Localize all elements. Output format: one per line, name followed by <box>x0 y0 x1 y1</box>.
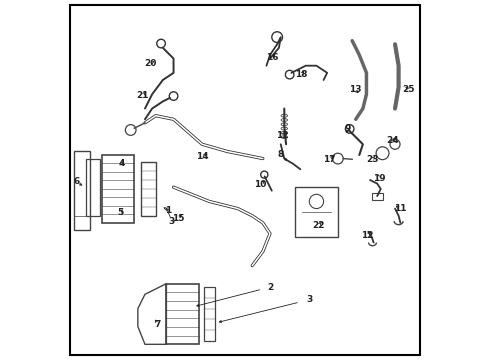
Text: 11: 11 <box>394 204 406 213</box>
Text: 1: 1 <box>165 206 172 215</box>
Text: 19: 19 <box>373 175 386 184</box>
Text: 5: 5 <box>117 208 123 217</box>
Bar <box>372 193 383 200</box>
Text: 18: 18 <box>295 70 307 79</box>
Text: 21: 21 <box>136 91 149 100</box>
Text: 12: 12 <box>276 131 289 140</box>
Text: 20: 20 <box>145 59 157 68</box>
Text: 15: 15 <box>172 214 184 223</box>
Text: 8: 8 <box>278 150 284 159</box>
Text: 7: 7 <box>154 320 161 329</box>
Text: 17: 17 <box>322 155 335 164</box>
Bar <box>86 158 100 216</box>
Bar <box>167 284 198 344</box>
Text: 24: 24 <box>387 136 399 145</box>
Text: 3: 3 <box>306 295 313 304</box>
Text: 2: 2 <box>267 283 273 292</box>
Bar <box>295 187 338 237</box>
Text: 22: 22 <box>312 221 325 230</box>
Bar <box>142 162 156 216</box>
Text: 25: 25 <box>402 85 415 94</box>
Text: 23: 23 <box>366 155 378 164</box>
Text: 4: 4 <box>119 159 125 168</box>
Bar <box>204 287 215 341</box>
Text: 14: 14 <box>196 152 208 161</box>
Text: 9: 9 <box>344 124 351 133</box>
Text: 12: 12 <box>361 231 374 240</box>
Text: 3: 3 <box>169 217 175 226</box>
Text: 10: 10 <box>254 180 267 189</box>
Text: 6: 6 <box>74 177 79 186</box>
Text: 16: 16 <box>266 53 279 62</box>
Bar <box>102 155 134 223</box>
Text: 13: 13 <box>349 85 361 94</box>
